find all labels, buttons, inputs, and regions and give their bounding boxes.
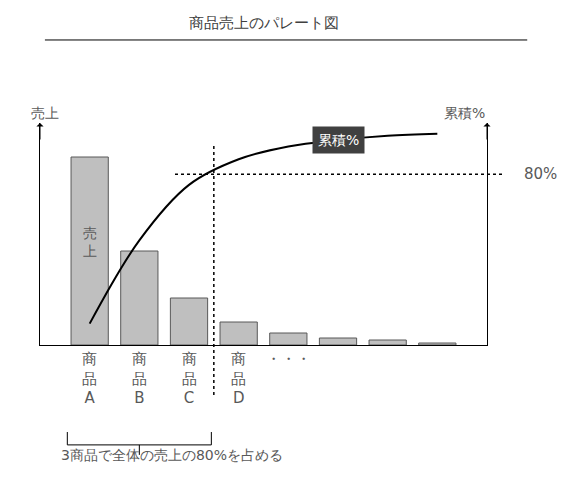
svg-text:商品D: 商品D [231,350,246,407]
svg-text:商品A: 商品A [82,350,97,407]
svg-text:累積%: 累積% [318,132,359,148]
svg-text:商品C: 商品C [182,350,197,407]
svg-text:商品売上のパレート図: 商品売上のパレート図 [189,14,339,32]
svg-text:売上: 売上 [31,105,59,121]
svg-text:80%: 80% [524,165,557,183]
svg-text:・・・: ・・・ [266,350,311,368]
svg-text:3商品で全体の売上の80%を占める: 3商品で全体の売上の80%を占める [61,447,283,463]
svg-text:売上: 売上 [83,225,97,259]
svg-text:商品B: 商品B [132,350,147,407]
svg-text:累積%: 累積% [444,105,485,121]
